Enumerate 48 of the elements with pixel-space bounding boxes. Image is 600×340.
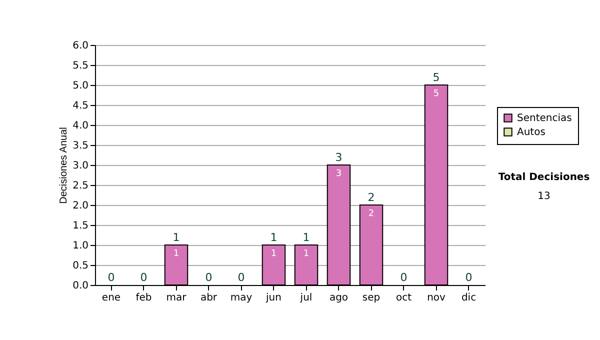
x-tick-label: nov [427,292,446,304]
y-tick-label: 0.0 [72,280,88,292]
y-tick-label: 5.5 [72,60,88,72]
x-tick-label: ago [329,292,348,304]
data-label: 2 [368,209,374,219]
y-tick-label: 6.0 [72,40,88,52]
x-tick-label: jun [265,292,282,304]
x-tick-label: may [230,292,252,304]
y-tick-label: 2.5 [72,180,88,192]
y-tick-label: 3.5 [72,140,88,152]
text: 13 [536,191,552,202]
total-label: 1 [302,231,310,244]
total-label: 0 [238,271,245,284]
y-tick-label: 2.0 [72,200,88,212]
y-tick-label: 4.0 [72,120,88,132]
y-axis-title: Decisiones Anual [58,127,70,204]
y-tick-label: 4.5 [72,100,88,112]
y-tick-label: 5.0 [72,80,88,92]
total-label: 1 [270,231,278,244]
x-tick-label: feb [136,292,152,304]
total-label: 5 [432,71,440,84]
total-label: 0 [140,271,148,284]
x-tick-label: mar [166,292,188,304]
x-tick-label: dic [461,292,476,304]
total-label: 0 [205,271,212,284]
data-label: 5 [433,89,440,99]
x-tick-label: oct [396,292,412,304]
total-label: 0 [400,271,408,284]
total-label: 3 [335,151,342,164]
data-label: 1 [173,249,180,259]
legend-label: Sentencias [517,113,572,124]
legend-label: Autos [517,127,546,138]
y-tick-label: 0.5 [72,260,88,272]
data-label: 3 [336,169,342,179]
total-label: 2 [368,191,375,204]
total-label: 0 [108,271,115,284]
total-label: 1 [172,231,180,244]
y-tick-label: 1.5 [72,220,88,232]
x-tick-label: ene [102,292,121,304]
y-tick-label: 3.0 [72,160,88,172]
data-label: 1 [303,249,310,259]
data-label: 1 [270,249,277,259]
x-tick-label: jul [299,292,312,304]
text: Total Decisiones [497,172,591,183]
x-tick-label: abr [200,292,218,304]
total-label: 0 [465,271,472,284]
y-tick-label: 1.0 [72,240,88,252]
x-tick-label: sep [362,292,380,304]
